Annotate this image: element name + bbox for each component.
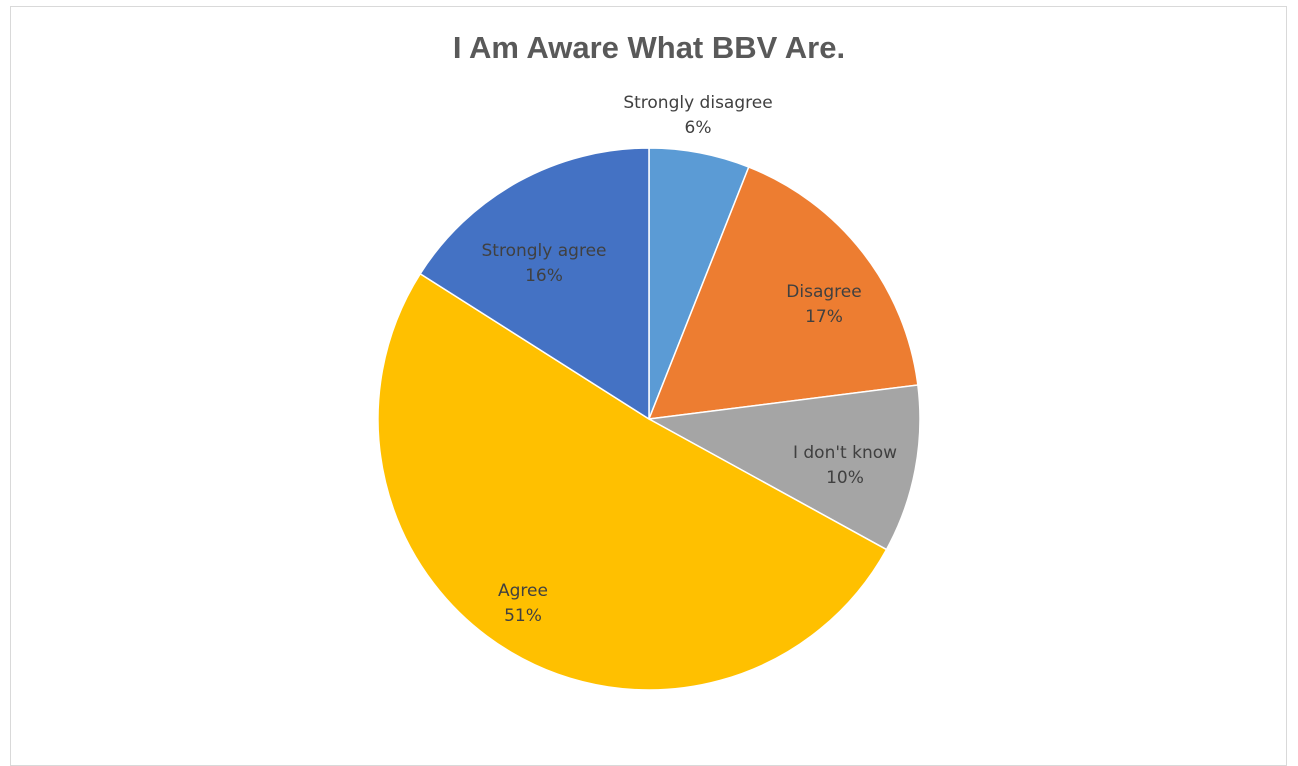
data-label-disagree: Disagree 17% [786,282,861,327]
pie-slice-disagree [647,166,919,420]
data-label-category: I don't know [793,443,897,463]
data-label-percent: 51% [504,606,542,626]
data-label-category: Agree [498,581,548,601]
pie-slice-i-don-t-know [646,384,921,551]
pie-data-labels: Strongly disagree 6% Disagree 17% I don't kn… [482,93,898,626]
data-label-i-don-t-know: I don't know 10% [793,443,897,488]
pie-slice-agree [377,272,888,691]
chart-title: I Am Aware What BBV Are. [452,30,846,65]
data-label-percent: 16% [525,266,563,286]
data-label-strongly-agree: Strongly agree 16% [482,241,607,286]
data-label-agree: Agree 51% [498,581,548,626]
data-label-category: Strongly agree [482,241,607,261]
data-label-category: Disagree [786,282,861,302]
data-label-strongly-disagree: Strongly disagree 6% [623,93,772,138]
data-label-percent: 17% [805,307,843,327]
pie-slice-strongly-agree [419,147,650,421]
data-label-category: Strongly disagree [623,93,772,113]
data-label-percent: 10% [826,468,864,488]
data-label-percent: 6% [685,118,712,138]
pie-slices [377,147,921,691]
